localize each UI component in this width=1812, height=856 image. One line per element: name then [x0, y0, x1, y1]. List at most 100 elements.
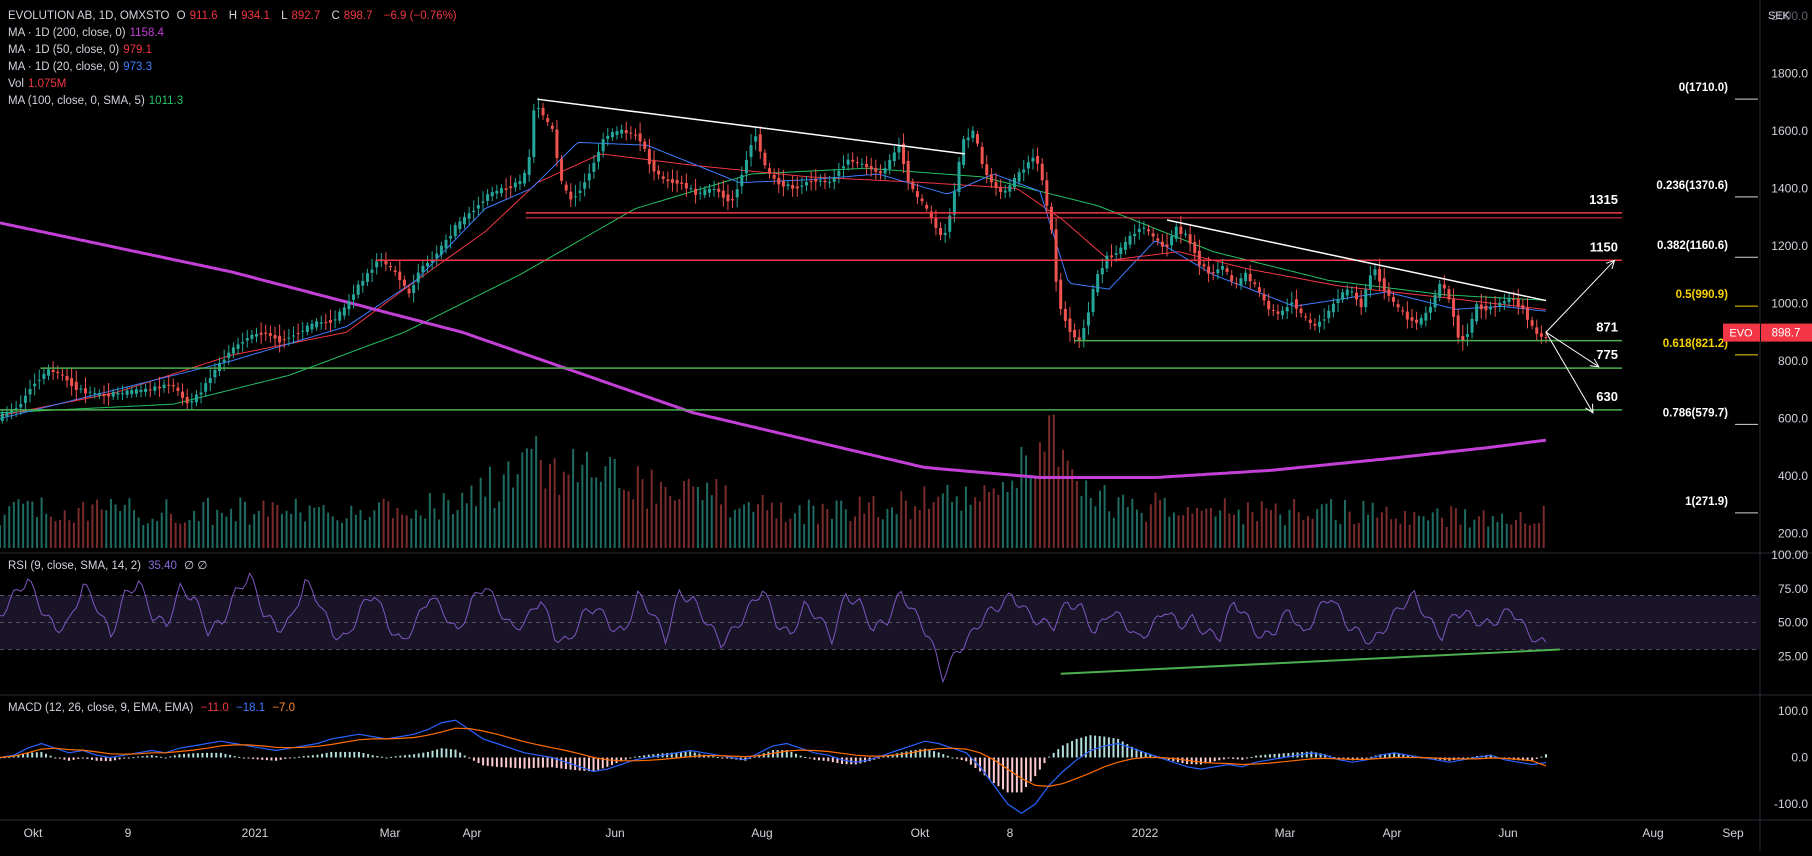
candle-body[interactable] [610, 132, 614, 138]
candle-body[interactable] [555, 129, 559, 158]
candle-body[interactable] [532, 110, 536, 157]
candle-body[interactable] [518, 181, 522, 185]
candle-body[interactable] [1415, 319, 1419, 323]
candle-body[interactable] [717, 188, 721, 192]
candle-body[interactable] [1308, 319, 1312, 323]
candle-body[interactable] [1267, 300, 1271, 310]
candle-body[interactable] [65, 375, 69, 381]
candle-body[interactable] [324, 322, 328, 324]
candle-body[interactable] [342, 307, 346, 316]
candle-body[interactable] [384, 259, 388, 265]
candle-body[interactable] [1322, 319, 1326, 321]
candle-body[interactable] [536, 108, 540, 110]
candle-body[interactable] [1424, 312, 1428, 321]
candle-body[interactable] [1345, 289, 1349, 296]
candle-body[interactable] [116, 392, 120, 395]
candle-body[interactable] [74, 381, 78, 391]
candle-body[interactable] [781, 180, 785, 187]
candle-body[interactable] [523, 173, 527, 184]
candle-body[interactable] [102, 394, 106, 397]
candle-body[interactable] [144, 388, 148, 392]
candle-body[interactable] [310, 323, 314, 330]
candle-body[interactable] [42, 373, 46, 379]
candle-body[interactable] [56, 371, 60, 374]
macd-line[interactable] [0, 719, 1547, 815]
candle-body[interactable] [204, 383, 208, 392]
candle-body[interactable] [333, 319, 337, 321]
legend-ma100[interactable]: MA (100, close, 0, SMA, 5) 1011.3 [8, 93, 461, 110]
candle-body[interactable] [1391, 297, 1395, 302]
candle-body[interactable] [1484, 305, 1488, 311]
candle-body[interactable] [805, 182, 809, 186]
candle-body[interactable] [0, 413, 4, 421]
candle-body[interactable] [1465, 334, 1469, 337]
candle-body[interactable] [749, 144, 753, 157]
candle-body[interactable] [97, 393, 101, 396]
candle-body[interactable] [1142, 227, 1146, 229]
candle-body[interactable] [1276, 311, 1280, 314]
candle-body[interactable] [88, 391, 92, 393]
candle-body[interactable] [1285, 307, 1289, 312]
candle-body[interactable] [911, 181, 915, 190]
candle-body[interactable] [828, 182, 832, 184]
legend-volume[interactable]: Vol 1.075M [8, 76, 461, 93]
candle-body[interactable] [791, 185, 795, 189]
candle-body[interactable] [818, 180, 822, 182]
candle-body[interactable] [1086, 312, 1090, 326]
projection-arrow-down-630[interactable] [1545, 331, 1594, 414]
candle-body[interactable] [208, 378, 212, 384]
candle-body[interactable] [957, 161, 961, 192]
candle-body[interactable] [698, 192, 702, 194]
candle-body[interactable] [1026, 162, 1030, 169]
candle-body[interactable] [1368, 275, 1372, 289]
candle-body[interactable] [902, 143, 906, 165]
candle-body[interactable] [250, 334, 254, 339]
candle-body[interactable] [1271, 309, 1275, 311]
candle-body[interactable] [939, 228, 943, 236]
candle-body[interactable] [1179, 226, 1183, 235]
candle-body[interactable] [319, 322, 323, 324]
candle-body[interactable] [278, 335, 282, 343]
candle-body[interactable] [1137, 228, 1141, 232]
candle-body[interactable] [1045, 180, 1049, 206]
candle-body[interactable] [1355, 292, 1359, 300]
candle-body[interactable] [139, 389, 143, 392]
candle-body[interactable] [375, 261, 379, 268]
candle-body[interactable] [726, 194, 730, 202]
candle-body[interactable] [952, 191, 956, 215]
candle-body[interactable] [809, 181, 813, 183]
candle-body[interactable] [657, 170, 661, 175]
candle-body[interactable] [1253, 282, 1257, 285]
rsi-divergence-trendline[interactable] [1060, 648, 1560, 675]
candle-body[interactable] [407, 288, 411, 294]
candle-body[interactable] [920, 198, 924, 202]
candle-body[interactable] [495, 190, 499, 194]
candle-body[interactable] [1230, 275, 1234, 282]
candle-body[interactable] [10, 410, 14, 413]
candle-body[interactable] [971, 130, 975, 139]
candle-body[interactable] [675, 180, 679, 184]
ma200-line[interactable] [0, 221, 1547, 479]
candle-body[interactable] [499, 188, 503, 194]
candle-body[interactable] [389, 266, 393, 268]
candle-body[interactable] [948, 215, 952, 232]
candle-body[interactable] [666, 179, 670, 182]
candle-body[interactable] [1147, 229, 1151, 232]
candle-body[interactable] [1442, 284, 1446, 289]
candle-body[interactable] [176, 387, 180, 392]
candle-body[interactable] [1105, 255, 1109, 269]
candle-body[interactable] [60, 374, 64, 376]
candle-body[interactable] [980, 146, 984, 165]
candle-body[interactable] [1170, 236, 1174, 246]
candle-body[interactable] [449, 236, 453, 239]
candle-body[interactable] [148, 389, 152, 391]
candle-body[interactable] [601, 139, 605, 152]
candle-body[interactable] [869, 165, 873, 170]
candle-body[interactable] [393, 270, 397, 273]
candle-body[interactable] [620, 129, 624, 134]
candle-body[interactable] [236, 344, 240, 349]
candle-body[interactable] [874, 168, 878, 172]
candle-body[interactable] [458, 221, 462, 229]
candle-body[interactable] [823, 180, 827, 183]
candle-body[interactable] [1470, 318, 1474, 333]
